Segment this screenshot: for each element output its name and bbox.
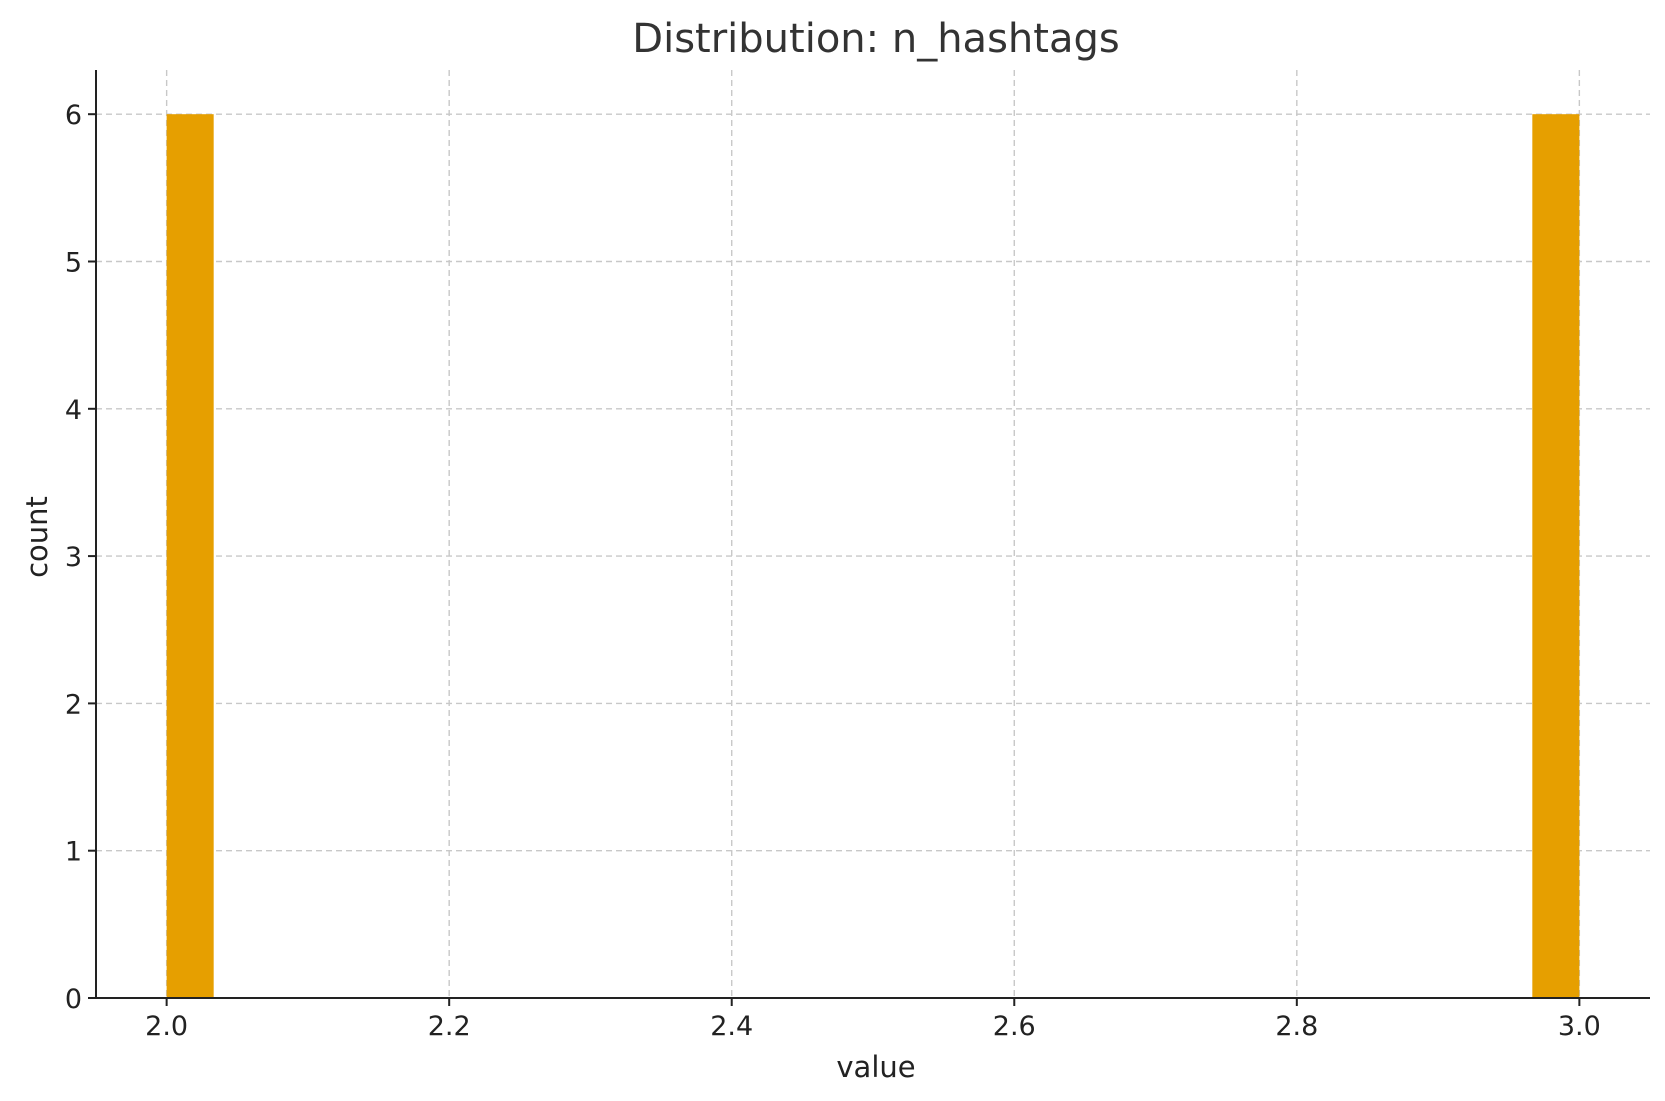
x-tick-label: 2.4 [710, 1011, 753, 1042]
y-tick-label: 2 [65, 689, 82, 720]
chart-title: Distribution: n_hashtags [632, 16, 1119, 62]
y-tick-label: 6 [65, 100, 82, 131]
x-tick-label: 2.8 [1275, 1011, 1318, 1042]
y-tick-label: 4 [65, 395, 82, 426]
y-tick-label: 5 [65, 247, 82, 278]
y-tick-label: 1 [65, 837, 82, 868]
y-axis-label: count [20, 496, 54, 578]
x-tick-label: 3.0 [1558, 1011, 1601, 1042]
y-tick-label: 3 [65, 542, 82, 573]
x-tick-label: 2.2 [428, 1011, 471, 1042]
x-ticks: 2.0 2.2 2.4 2.6 2.8 3.0 [145, 998, 1601, 1042]
axes [95, 70, 1650, 999]
y-ticks: 0 1 2 3 4 5 6 [65, 100, 96, 1015]
histogram-bar [166, 114, 214, 998]
bars [166, 114, 1580, 998]
x-tick-label: 2.0 [145, 1011, 188, 1042]
histogram-bar [1532, 114, 1580, 998]
y-tick-label: 0 [65, 984, 82, 1015]
x-tick-label: 2.6 [993, 1011, 1036, 1042]
x-axis-label: value [836, 1050, 915, 1084]
